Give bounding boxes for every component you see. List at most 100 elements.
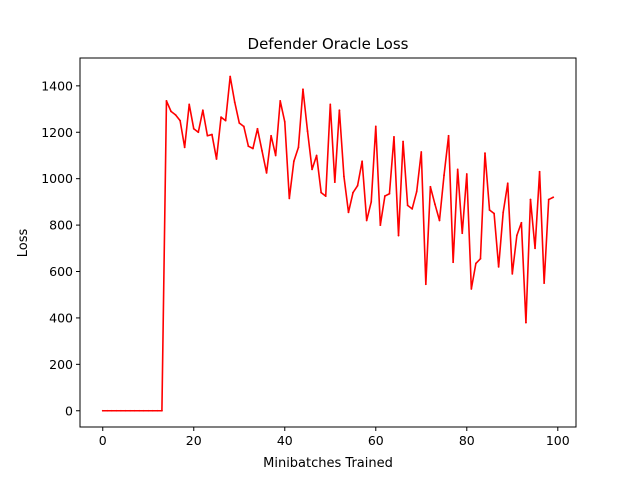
data-point: [242, 125, 245, 128]
data-point: [461, 232, 464, 235]
data-point: [479, 257, 482, 260]
data-point: [161, 409, 163, 412]
data-point: [406, 204, 409, 207]
data-point: [106, 409, 109, 412]
data-point: [297, 146, 300, 149]
data-point: [497, 265, 500, 268]
data-point: [302, 88, 304, 91]
y-tick-label: 800: [49, 218, 73, 233]
data-point: [138, 409, 141, 412]
data-point: [265, 171, 268, 174]
data-point: [393, 136, 395, 138]
data-point: [306, 130, 309, 133]
data-point: [488, 209, 491, 211]
data-point: [129, 409, 131, 412]
data-point: [179, 119, 182, 122]
data-point: [211, 133, 213, 136]
x-tick-label: 60: [368, 433, 384, 448]
x-tick-label: 80: [459, 433, 475, 448]
data-point: [511, 272, 514, 275]
data-point: [529, 198, 532, 201]
data-point: [361, 160, 364, 163]
data-point: [525, 321, 527, 324]
data-point: [470, 288, 473, 290]
x-tick-label: 100: [546, 433, 570, 448]
data-point: [397, 234, 400, 237]
data-point: [465, 173, 468, 175]
data-point: [438, 219, 441, 222]
data-point: [133, 409, 136, 412]
data-point: [452, 261, 455, 264]
data-point: [493, 212, 495, 215]
data-point: [247, 145, 250, 148]
data-point: [356, 184, 359, 187]
data-point: [192, 127, 195, 130]
data-point: [220, 116, 222, 119]
data-point: [352, 191, 354, 194]
data-point: [343, 175, 345, 178]
data-point: [515, 234, 518, 237]
data-point: [474, 262, 477, 265]
plot-frame: [79, 57, 577, 428]
data-point: [429, 185, 432, 188]
data-point: [174, 113, 177, 116]
data-point: [315, 154, 318, 157]
data-point: [292, 160, 295, 163]
data-point: [101, 409, 104, 412]
data-point: [552, 196, 555, 199]
data-point: [379, 224, 382, 226]
data-point: [320, 191, 323, 194]
data-point: [338, 109, 341, 112]
y-tick-label: 1200: [41, 125, 73, 140]
data-point: [434, 203, 436, 206]
data-point: [151, 409, 154, 412]
data-point: [229, 75, 232, 78]
data-point: [201, 109, 204, 112]
data-point: [261, 149, 263, 152]
data-point: [374, 125, 377, 128]
data-point: [370, 200, 373, 203]
y-tick-label: 200: [49, 357, 73, 372]
data-point: [347, 211, 350, 214]
data-point: [142, 409, 145, 412]
data-point: [520, 221, 523, 224]
data-point: [333, 181, 336, 184]
y-tick-label: 0: [65, 403, 73, 418]
data-point: [506, 182, 509, 185]
data-point: [183, 146, 186, 149]
x-tick-label: 20: [186, 433, 202, 448]
data-point: [484, 152, 486, 155]
y-tick-label: 600: [49, 264, 73, 279]
y-axis-label: Loss: [16, 229, 31, 258]
data-point: [420, 151, 423, 153]
data-point: [288, 197, 291, 200]
y-tick-label: 400: [49, 310, 73, 325]
data-point: [283, 120, 286, 123]
data-point: [502, 211, 505, 214]
data-point: [411, 207, 414, 210]
data-point: [543, 282, 546, 285]
data-point: [547, 198, 550, 201]
data-point: [270, 134, 273, 137]
data-point: [197, 131, 200, 134]
data-point: [365, 219, 368, 222]
data-point: [329, 103, 332, 106]
x-axis-label: Minibatches Trained: [263, 456, 393, 471]
data-point: [170, 110, 172, 113]
data-point: [238, 122, 241, 124]
x-tick-label: 0: [99, 433, 107, 448]
data-point: [402, 140, 404, 143]
y-tick-label: 1000: [41, 171, 73, 186]
data-point: [252, 147, 254, 150]
data-point: [124, 409, 127, 412]
data-point: [383, 195, 386, 197]
data-point: [311, 168, 313, 171]
data-point: [534, 247, 536, 250]
data-point: [279, 100, 282, 102]
series-line: [102, 75, 554, 412]
data-point: [120, 409, 122, 412]
data-point: [165, 100, 168, 102]
data-point: [447, 134, 450, 137]
data-point: [233, 101, 236, 103]
